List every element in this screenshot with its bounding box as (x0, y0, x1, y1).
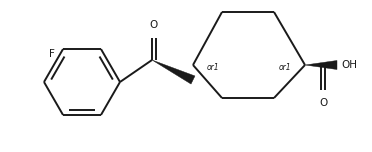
Text: or1: or1 (278, 64, 291, 73)
Text: OH: OH (341, 60, 357, 70)
Text: O: O (150, 20, 158, 30)
Polygon shape (152, 60, 195, 84)
Text: F: F (49, 49, 55, 59)
Text: or1: or1 (207, 64, 219, 73)
Polygon shape (305, 60, 337, 69)
Text: O: O (319, 98, 327, 108)
